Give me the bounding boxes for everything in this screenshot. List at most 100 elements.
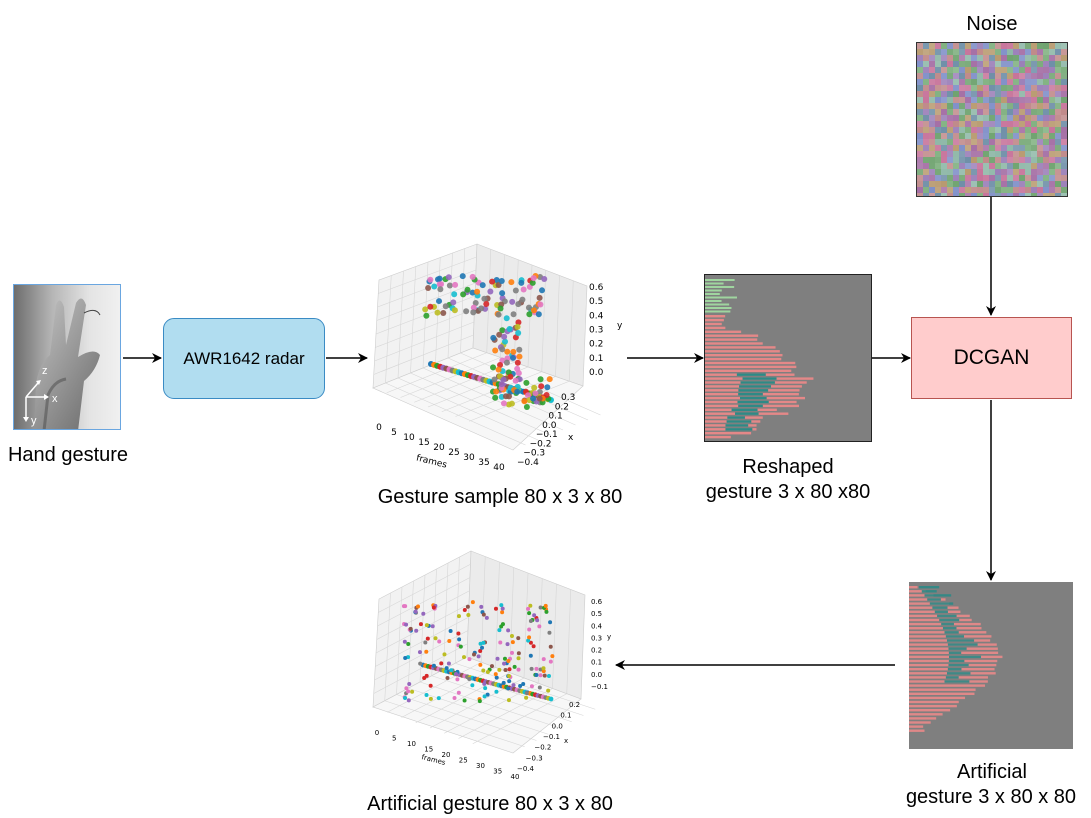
scatter-point — [500, 400, 507, 407]
scatter-point — [424, 649, 429, 654]
scatter-point — [537, 301, 544, 308]
scatter-point — [507, 667, 512, 672]
scatter-point — [482, 694, 487, 699]
scatter-point — [485, 692, 490, 697]
y-tick-label: 0.1 — [591, 659, 602, 667]
scatter-point — [451, 307, 458, 314]
hand-icon — [14, 285, 120, 429]
scatter-point — [499, 290, 506, 297]
scatter-point — [541, 657, 546, 662]
frames-tick-label: 10 — [403, 433, 415, 443]
scatter-point — [529, 666, 534, 671]
artificial-gesture-plot-svg: 0510152025303540frames0.60.50.40.30.20.1… — [372, 550, 611, 781]
x-axis-label: x — [568, 433, 574, 443]
scatter-point — [424, 693, 429, 698]
scatter-point — [514, 359, 521, 366]
scatter-point — [410, 689, 415, 694]
y-tick-label: 0.6 — [589, 283, 604, 293]
scatter-point — [507, 373, 514, 380]
x-tick-label: 0.1 — [548, 412, 562, 422]
scatter-point — [528, 603, 533, 608]
scatter-point — [521, 682, 526, 687]
scatter-point — [546, 688, 551, 693]
hand-axis-y-label: y — [31, 415, 37, 427]
scatter-point — [516, 651, 521, 656]
scatter-point — [503, 359, 510, 366]
scatter-point — [424, 673, 429, 678]
frames-tick-label: 10 — [407, 740, 416, 748]
scatter-point — [536, 294, 543, 301]
scatter-point — [449, 668, 454, 673]
x-tick-label: −0.3 — [523, 449, 545, 459]
scatter-point — [481, 640, 486, 645]
artificial-caption-line1: Artificial — [956, 761, 1027, 783]
x-tick-label: −0.2 — [530, 439, 552, 449]
scatter-point — [478, 305, 485, 312]
gesture-sample-plot-svg: 0 5 10 15 20 25 30 35 40frames0.60.50.40.30.20.1… — [372, 243, 623, 473]
reshaped-caption-line1: Reshaped — [742, 456, 834, 478]
y-tick-label: 0.2 — [589, 340, 603, 350]
x-tick-label: 0.1 — [560, 712, 571, 720]
frames-tick-label: 15 — [418, 438, 429, 448]
scatter-point — [518, 279, 525, 286]
scatter-point — [463, 308, 470, 315]
scatter-point — [472, 652, 477, 657]
scatter-point — [538, 605, 543, 610]
scatter-point — [527, 627, 532, 632]
scatter-point — [499, 357, 506, 364]
scatter-point — [406, 698, 411, 703]
scatter-point — [506, 326, 513, 333]
scatter-point — [531, 384, 538, 391]
hand-gesture-caption: Hand gesture — [7, 444, 129, 466]
scatter-point — [505, 642, 510, 647]
scatter-point — [515, 301, 522, 308]
scatter-point — [507, 674, 512, 679]
scatter-point — [423, 640, 428, 645]
scatter-point — [506, 628, 511, 633]
scatter-point — [479, 604, 484, 609]
x-tick-label: −0.2 — [534, 744, 551, 752]
scatter-point — [528, 640, 533, 645]
scatter-point — [470, 304, 477, 311]
scatter-point — [476, 654, 481, 659]
scatter-point — [478, 662, 483, 667]
y-tick-label: 0.4 — [589, 311, 604, 321]
scatter-point — [423, 312, 430, 319]
scatter-point — [469, 273, 476, 280]
scatter-point — [511, 683, 516, 688]
y-tick-label: 0.5 — [589, 297, 603, 307]
scatter-point — [541, 276, 548, 283]
scatter-point — [499, 346, 506, 353]
scatter-point — [478, 649, 483, 654]
scatter-point — [403, 695, 408, 700]
scatter-point — [510, 311, 517, 318]
frames-tick-label: 0 — [375, 729, 379, 737]
scatter-point — [514, 388, 521, 395]
scatter-point — [498, 381, 505, 388]
y-tick-label: 0.0 — [591, 671, 602, 679]
scatter-point — [422, 306, 429, 313]
scatter-point — [509, 298, 516, 305]
scatter-point — [500, 606, 505, 611]
scatter-point — [493, 277, 500, 284]
x-tick-label: −0.4 — [517, 765, 535, 773]
scatter-point — [507, 679, 512, 684]
scatter-point — [531, 644, 536, 649]
scatter-point — [437, 286, 444, 293]
artificial-gesture-plot: 0 5 10 15 20 25 30 35 40 frames 0.6 0.5 0.4 0.3 0.2 0.1… — [363, 547, 613, 782]
scatter-point — [530, 275, 537, 282]
scatter-point — [494, 689, 499, 694]
noise-image — [916, 42, 1068, 197]
scatter-point — [445, 675, 450, 680]
scatter-point — [523, 379, 530, 386]
scatter-point — [519, 296, 526, 303]
frames-tick-label: 20 — [433, 443, 445, 453]
scatter-point — [485, 669, 490, 674]
frames-tick-label: 30 — [476, 762, 485, 770]
scatter-point — [404, 686, 409, 691]
radar-label: AWR1642 radar — [183, 348, 305, 368]
dcgan-node: DCGAN — [911, 317, 1072, 399]
scatter-point — [501, 680, 506, 685]
scatter-point — [516, 636, 521, 641]
